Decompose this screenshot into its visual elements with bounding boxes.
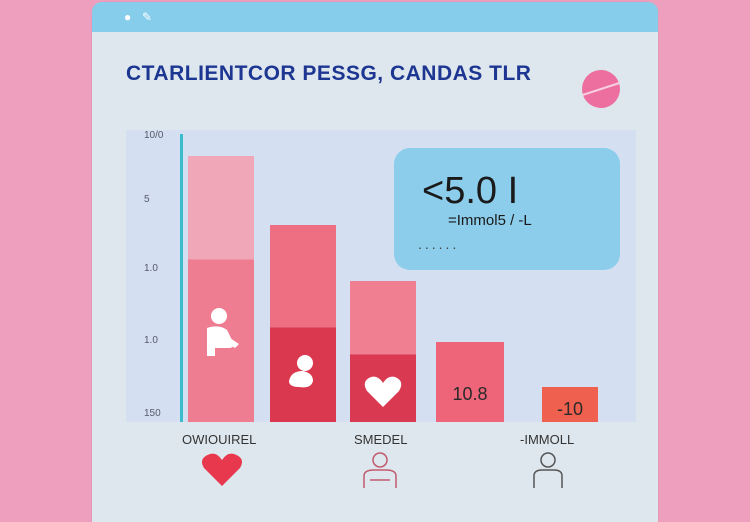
titlebar: ● ✎ — [92, 2, 658, 32]
person-icon — [360, 448, 400, 493]
bar-value-label: 10.8 — [452, 384, 488, 404]
callout-dots: ...... — [418, 236, 460, 252]
heart-icon — [200, 452, 244, 493]
y-tick-label: 1.0 — [144, 263, 158, 274]
person-icon[interactable]: ● — [124, 10, 132, 24]
y-tick-label: 5 — [144, 194, 150, 205]
x-axis-label: SMEDEL — [354, 432, 408, 447]
pin-icon[interactable]: ✎ — [142, 10, 153, 24]
y-tick-label: 1.0 — [144, 335, 158, 346]
child-icon — [199, 306, 243, 363]
callout-unit: =Immol5 / -L — [448, 212, 532, 229]
pill-icon — [577, 65, 625, 113]
y-tick-label: 10/0 — [144, 130, 164, 141]
callout-value: <5.0 I — [422, 170, 519, 212]
bar[interactable] — [188, 156, 254, 422]
baby-icon — [283, 351, 323, 396]
bar[interactable] — [350, 281, 416, 422]
bar[interactable]: -10 — [542, 387, 598, 422]
bar-value-label: -10 — [556, 399, 583, 419]
y-tick-label: 150 — [144, 408, 161, 419]
person-icon — [530, 448, 566, 493]
page-title: CTARLIENTCOR PESSG, CANDAS TLR — [126, 62, 532, 85]
heart-icon — [363, 375, 403, 414]
bar-chart: 10/0 5 1.0 1.0 150 — [126, 130, 636, 430]
bar[interactable] — [270, 225, 336, 422]
y-axis-line — [180, 134, 183, 422]
x-axis-label: -IMMOLL — [520, 432, 575, 447]
x-axis-label: OWIOUIREL — [182, 432, 257, 447]
app-window: ● ✎ CTARLIENTCOR PESSG, CANDAS TLR 10/0 … — [92, 2, 658, 522]
bar[interactable]: 10.8 — [436, 342, 504, 422]
value-callout: <5.0 I =Immol5 / -L ...... — [394, 148, 620, 270]
